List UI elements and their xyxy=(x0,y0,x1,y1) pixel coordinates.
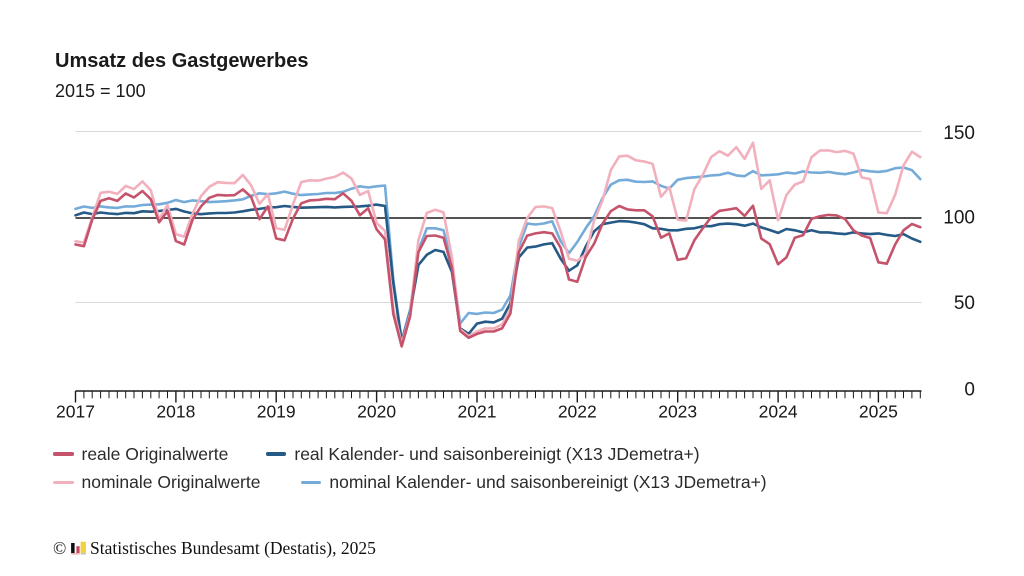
svg-text:2023: 2023 xyxy=(658,402,697,422)
svg-text:2021: 2021 xyxy=(458,402,497,422)
svg-text:2019: 2019 xyxy=(257,402,296,422)
svg-text:2018: 2018 xyxy=(156,402,195,422)
svg-text:2022: 2022 xyxy=(558,402,597,422)
svg-text:100: 100 xyxy=(943,207,975,228)
svg-text:2020: 2020 xyxy=(357,402,396,422)
svg-text:2025: 2025 xyxy=(859,402,898,422)
svg-text:2017: 2017 xyxy=(56,402,95,422)
svg-text:150: 150 xyxy=(943,123,975,144)
svg-text:50: 50 xyxy=(954,293,975,314)
svg-text:0: 0 xyxy=(964,379,975,400)
svg-text:2024: 2024 xyxy=(759,402,798,422)
